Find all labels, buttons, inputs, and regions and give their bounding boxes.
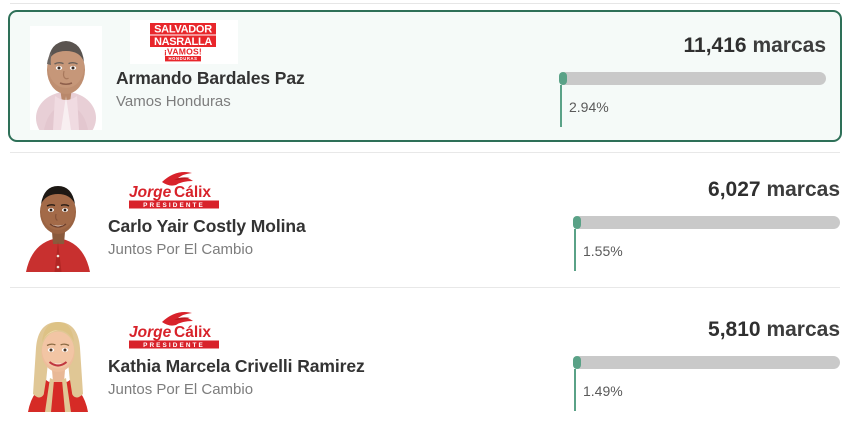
candidate-row[interactable]: Jorge Cálix PRESIDENTE Carlo Yair Costly…	[0, 160, 850, 282]
vote-count: 5,810 marcas	[708, 318, 840, 342]
candidate-name: Carlo Yair Costly Molina	[108, 216, 306, 236]
candidate-party: Juntos Por El Cambio	[108, 241, 254, 258]
vote-percent: 1.49%	[583, 383, 623, 399]
percent-leader-line	[574, 229, 576, 271]
candidate-photo-carlo-yair-costly-molina	[22, 172, 94, 272]
candidate-photo-armando-bardales-paz	[30, 26, 102, 130]
vote-bar	[573, 356, 840, 369]
svg-text:HONDURAS: HONDURAS	[169, 56, 198, 61]
jorge-calix-logo: Jorge Cálix PRESIDENTE	[122, 308, 230, 352]
vote-count: 6,027 marcas	[708, 178, 840, 202]
vote-count-number: 6,027	[708, 178, 761, 201]
candidate-info: Jorge Cálix PRESIDENTE Carlo Yair Costly…	[104, 168, 306, 258]
vote-percent: 2.94%	[569, 99, 609, 115]
vote-count: 11,416 marcas	[684, 34, 826, 58]
svg-text:SALVADOR: SALVADOR	[154, 23, 212, 35]
svg-text:¡VAMOS!: ¡VAMOS!	[164, 47, 202, 57]
svg-text:Jorge: Jorge	[129, 184, 172, 201]
vote-bar	[573, 216, 840, 229]
top-divider	[10, 3, 840, 4]
svg-text:NASRALLA: NASRALLA	[154, 36, 212, 48]
row-divider	[10, 152, 840, 153]
candidate-name: Armando Bardales Paz	[116, 68, 305, 88]
candidate-party: Juntos Por El Cambio	[108, 381, 254, 398]
percent-leader-line	[574, 369, 576, 411]
vote-percent: 1.55%	[583, 243, 623, 259]
svg-text:PRESIDENTE: PRESIDENTE	[143, 202, 205, 209]
vote-bar-track	[573, 356, 840, 369]
candidate-identity: Jorge Cálix PRESIDENTE Carlo Yair Costly…	[0, 160, 306, 282]
vote-bar	[559, 72, 826, 85]
svg-text:Cálix: Cálix	[174, 184, 211, 201]
svg-text:PRESIDENTE: PRESIDENTE	[143, 342, 205, 349]
vote-bar-fill	[559, 72, 567, 85]
jorge-calix-logo: Jorge Cálix PRESIDENTE	[122, 168, 230, 212]
candidate-info: SALVADOR NASRALLA ¡VAMOS! HONDURAS Arman…	[112, 20, 305, 110]
vote-bar-fill	[573, 216, 581, 229]
candidate-row[interactable]: Jorge Cálix PRESIDENTE Kathia Marcela Cr…	[0, 300, 850, 435]
vote-count-unit: marcas	[766, 178, 840, 201]
candidate-identity: SALVADOR NASRALLA ¡VAMOS! HONDURAS Arman…	[10, 12, 305, 140]
row-divider	[10, 287, 840, 288]
candidate-identity: Jorge Cálix PRESIDENTE Kathia Marcela Cr…	[0, 300, 365, 435]
candidate-photo-kathia-marcela-crivelli-ramirez	[22, 312, 94, 412]
candidate-name: Kathia Marcela Crivelli Ramirez	[108, 356, 365, 376]
svg-text:Jorge: Jorge	[129, 324, 172, 341]
salvador-nasralla-logo: SALVADOR NASRALLA ¡VAMOS! HONDURAS	[130, 20, 238, 64]
percent-leader-line	[560, 85, 562, 127]
candidate-results: 5,810 marcas 1.49%	[565, 300, 850, 435]
svg-text:Cálix: Cálix	[174, 324, 211, 341]
candidate-info: Jorge Cálix PRESIDENTE Kathia Marcela Cr…	[104, 308, 365, 398]
vote-count-unit: marcas	[766, 318, 840, 341]
candidate-results: 11,416 marcas 2.94%	[551, 12, 836, 140]
vote-count-number: 5,810	[708, 318, 761, 341]
vote-bar-track	[559, 72, 826, 85]
candidate-results: 6,027 marcas 1.55%	[565, 160, 850, 282]
vote-bar-track	[573, 216, 840, 229]
candidate-row-highlighted[interactable]: SALVADOR NASRALLA ¡VAMOS! HONDURAS Arman…	[8, 10, 842, 142]
vote-count-number: 11,416	[683, 34, 747, 57]
vote-bar-fill	[573, 356, 581, 369]
vote-count-unit: marcas	[752, 34, 826, 57]
candidate-party: Vamos Honduras	[116, 93, 231, 110]
